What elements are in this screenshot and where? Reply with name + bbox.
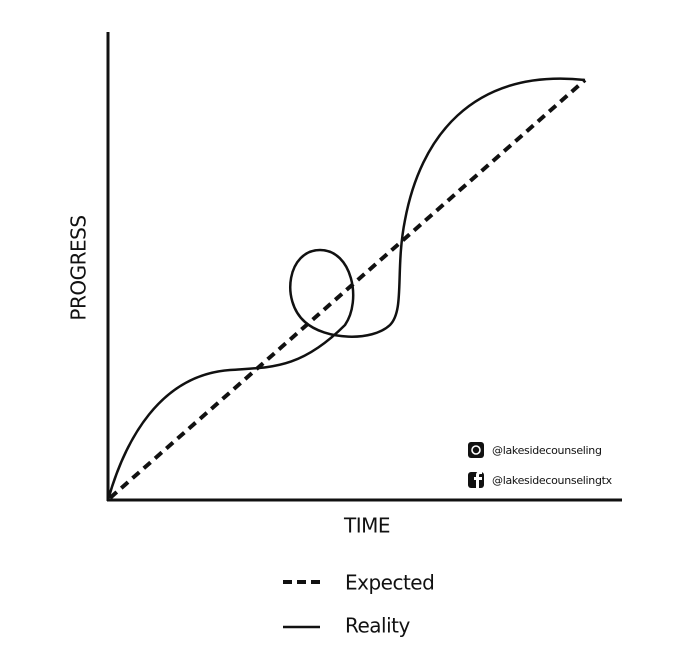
- facebook-icon-f: [474, 471, 482, 488]
- social-handle: @lakesidecounseling: [492, 444, 602, 457]
- instagram-icon-lens: [471, 445, 481, 455]
- reality-curve: [106, 77, 586, 501]
- social-handle: @lakesidecounselingtx: [492, 474, 613, 487]
- legend-label: Reality: [345, 614, 411, 638]
- x-axis-label: TIME: [343, 514, 390, 538]
- instagram-icon: [468, 442, 484, 458]
- y-axis-label: PROGRESS: [67, 215, 91, 320]
- legend-label: Expected: [345, 571, 434, 595]
- expected-line: [108, 78, 587, 500]
